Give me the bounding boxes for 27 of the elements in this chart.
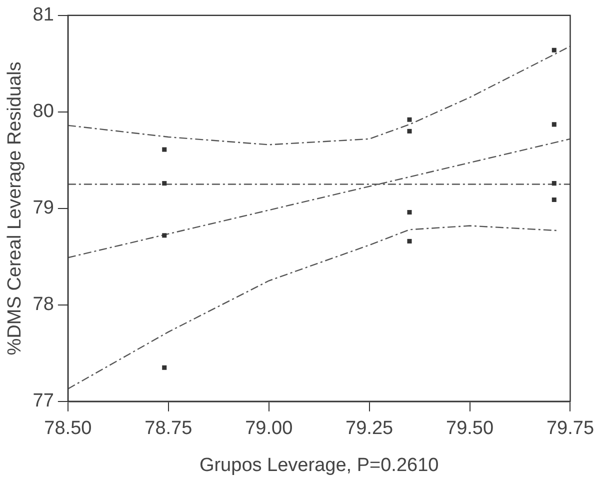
x-tick-label: 79.50: [446, 418, 494, 440]
x-axis-title: Grupos Leverage, P=0.2610: [199, 454, 439, 476]
point: [552, 197, 556, 202]
point: [162, 181, 167, 186]
point: [407, 238, 412, 244]
x-tick-label: 79.75: [546, 418, 594, 440]
x-tick-label: 79.25: [346, 418, 394, 440]
point: [162, 365, 167, 370]
point: [552, 122, 556, 127]
point: [407, 210, 412, 215]
x-tick-label: 78.50: [44, 418, 92, 440]
y-tick-label: 79: [32, 198, 54, 219]
point: [162, 233, 167, 238]
y-axis-title: %DMS Cereal Leverage Residuals: [4, 62, 26, 356]
line-series: [68, 225, 559, 390]
y-tick-label: 78: [32, 294, 54, 316]
x-tick-label: 79.00: [245, 418, 293, 440]
point: [552, 48, 556, 52]
point: [407, 128, 412, 134]
point: [552, 181, 556, 186]
y-tick-label: 80: [32, 101, 54, 122]
line-series: [68, 46, 570, 146]
point: [407, 117, 412, 122]
x-tick-label: 78.75: [144, 418, 192, 440]
point: [162, 147, 167, 152]
y-tick-label: 81: [32, 4, 54, 26]
y-tick-label: 77: [32, 390, 54, 412]
